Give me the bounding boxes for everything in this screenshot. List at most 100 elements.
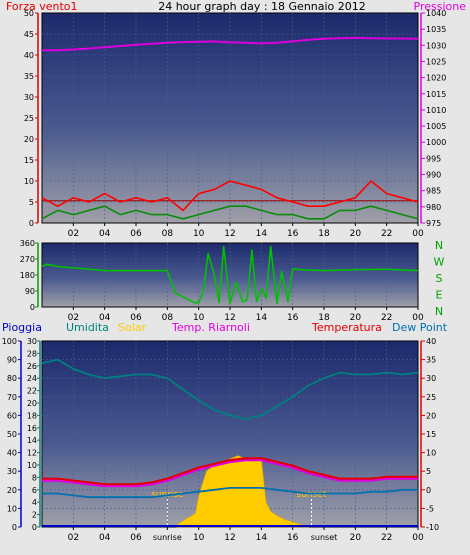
wind-pressure-grid <box>42 13 418 223</box>
compass-label: N <box>435 239 443 252</box>
y-tick-label: 10 <box>7 504 17 513</box>
y-tick-label: 45 <box>24 30 34 39</box>
wind-pressure-x-axis: 02 04 06 08 10 12 14 16 18 20 22 00 <box>68 223 424 239</box>
temperature-line <box>42 457 418 486</box>
wind-direction-grid <box>42 243 418 307</box>
y-tick-label: 15 <box>24 156 34 165</box>
x-tick-label: 14 <box>256 229 268 239</box>
x-tick-label: 18 <box>318 229 330 239</box>
y-tick-label: 1000 <box>426 138 446 147</box>
temperature-series: sunrise sunset <box>41 358 419 528</box>
x-tick-label: 22 <box>381 313 392 323</box>
compass-label: S <box>436 272 443 285</box>
y-tick-label: 28 <box>27 349 37 358</box>
sunset-label: sunset <box>297 490 327 500</box>
rain-axis: 0 10 20 30 40 50 60 70 80 90 100 <box>2 337 22 532</box>
x-tick-label: 14 <box>256 313 268 323</box>
humidity-line <box>41 358 419 421</box>
y-tick-label: 80 <box>7 374 17 383</box>
y-tick-label: -5 <box>426 504 434 513</box>
x-tick-label: 06 <box>130 313 142 323</box>
x-tick-label: 04 <box>99 533 111 543</box>
x-tick-label: 16 <box>287 313 299 323</box>
x-tick-label: sunrise <box>153 533 182 542</box>
x-tick-label: 20 <box>350 533 362 543</box>
y-tick-label: 25 <box>426 393 436 402</box>
x-tick-label: 10 <box>193 229 205 239</box>
compass-label: W <box>434 256 445 269</box>
y-tick-label: 25 <box>24 114 34 123</box>
x-tick-label: 10 <box>193 313 205 323</box>
x-tick-label: 04 <box>99 313 111 323</box>
y-tick-label: 180 <box>20 271 35 280</box>
feels-like-line <box>42 458 418 488</box>
x-tick-label: 06 <box>130 229 142 239</box>
y-tick-label: 1030 <box>426 41 446 50</box>
dew-point-line <box>42 486 418 499</box>
x-tick-label: 06 <box>130 533 142 543</box>
x-tick-label: 12 <box>224 533 235 543</box>
y-tick-label: 90 <box>25 287 35 296</box>
y-tick-label: 40 <box>24 51 34 60</box>
x-tick-label: 10 <box>193 533 205 543</box>
wind-direction-series <box>41 245 419 305</box>
pressure-axis: 975 980 985 990 995 1000 1005 1010 1015 1020 1025 1… <box>420 9 446 228</box>
y-tick-label: 20 <box>7 486 17 495</box>
wind-average-line <box>41 205 419 220</box>
y-tick-label: 40 <box>426 337 436 346</box>
temperature-x-axis: 02 04 06 sunrise 10 12 14 16 sunset 20 22 00 <box>68 527 424 543</box>
wind-direction-line <box>41 245 419 305</box>
y-tick-label: 8 <box>32 473 37 482</box>
y-tick-label: 30 <box>27 337 37 346</box>
x-tick-label: 00 <box>412 313 424 323</box>
y-tick-label: 1005 <box>426 122 446 131</box>
y-tick-label: 1025 <box>426 57 446 66</box>
y-tick-label: 14 <box>27 436 37 445</box>
y-tick-label: 60 <box>7 411 17 420</box>
y-tick-label: 16 <box>27 424 37 433</box>
y-tick-label: 35 <box>24 72 34 81</box>
y-tick-label: 1020 <box>426 74 446 83</box>
y-tick-label: 0 <box>32 523 37 532</box>
y-tick-label: 15 <box>426 430 436 439</box>
page-title: 24 hour graph day : 18 Gennaio 2012 <box>158 0 366 13</box>
x-tick-label: 22 <box>381 533 392 543</box>
wind-direction-x-axis: 02 04 06 08 10 12 14 16 18 20 22 00 <box>68 307 424 323</box>
pressure-line <box>42 36 419 52</box>
y-tick-label: -10 <box>426 523 439 532</box>
y-tick-label: 22 <box>27 387 37 396</box>
y-tick-label: 18 <box>27 411 37 420</box>
wind-speed-axis: 0 5 10 15 20 25 30 35 40 45 50 <box>24 9 39 228</box>
wind-direction-axis: 0 90 180 270 360 <box>20 239 39 312</box>
wind-speed-axis-title: Forza vento1 <box>6 0 78 13</box>
y-tick-label: 50 <box>24 9 34 18</box>
x-tick-label: 22 <box>381 229 392 239</box>
y-tick-label: 70 <box>7 393 17 402</box>
x-tick-label: 04 <box>99 229 111 239</box>
y-tick-label: 90 <box>7 356 17 365</box>
pressure-axis-title: Pressione <box>414 0 467 13</box>
y-tick-label: 12 <box>27 449 37 458</box>
temperature-axis: -10 -5 0 5 10 15 20 25 30 35 40 <box>420 337 439 532</box>
y-tick-label: 35 <box>426 356 436 365</box>
x-tick-label: 20 <box>350 313 362 323</box>
y-tick-label: 30 <box>24 93 34 102</box>
legend-feels-like: Temp. Riarnoli <box>171 321 250 334</box>
y-tick-label: 990 <box>426 171 441 180</box>
y-tick-label: 270 <box>20 255 35 264</box>
x-tick-label: 16 <box>287 229 299 239</box>
y-tick-label: 1040 <box>426 9 446 18</box>
y-tick-label: 975 <box>426 219 441 228</box>
y-tick-label: 20 <box>426 411 436 420</box>
x-tick-label: 18 <box>318 313 330 323</box>
wind-pressure-series <box>41 36 419 220</box>
y-tick-label: 995 <box>426 154 441 163</box>
x-tick-label: 12 <box>224 229 235 239</box>
y-tick-label: 30 <box>426 374 436 383</box>
compass-label: N <box>435 305 443 318</box>
y-tick-label: 10 <box>27 461 37 470</box>
y-tick-label: 100 <box>2 337 17 346</box>
